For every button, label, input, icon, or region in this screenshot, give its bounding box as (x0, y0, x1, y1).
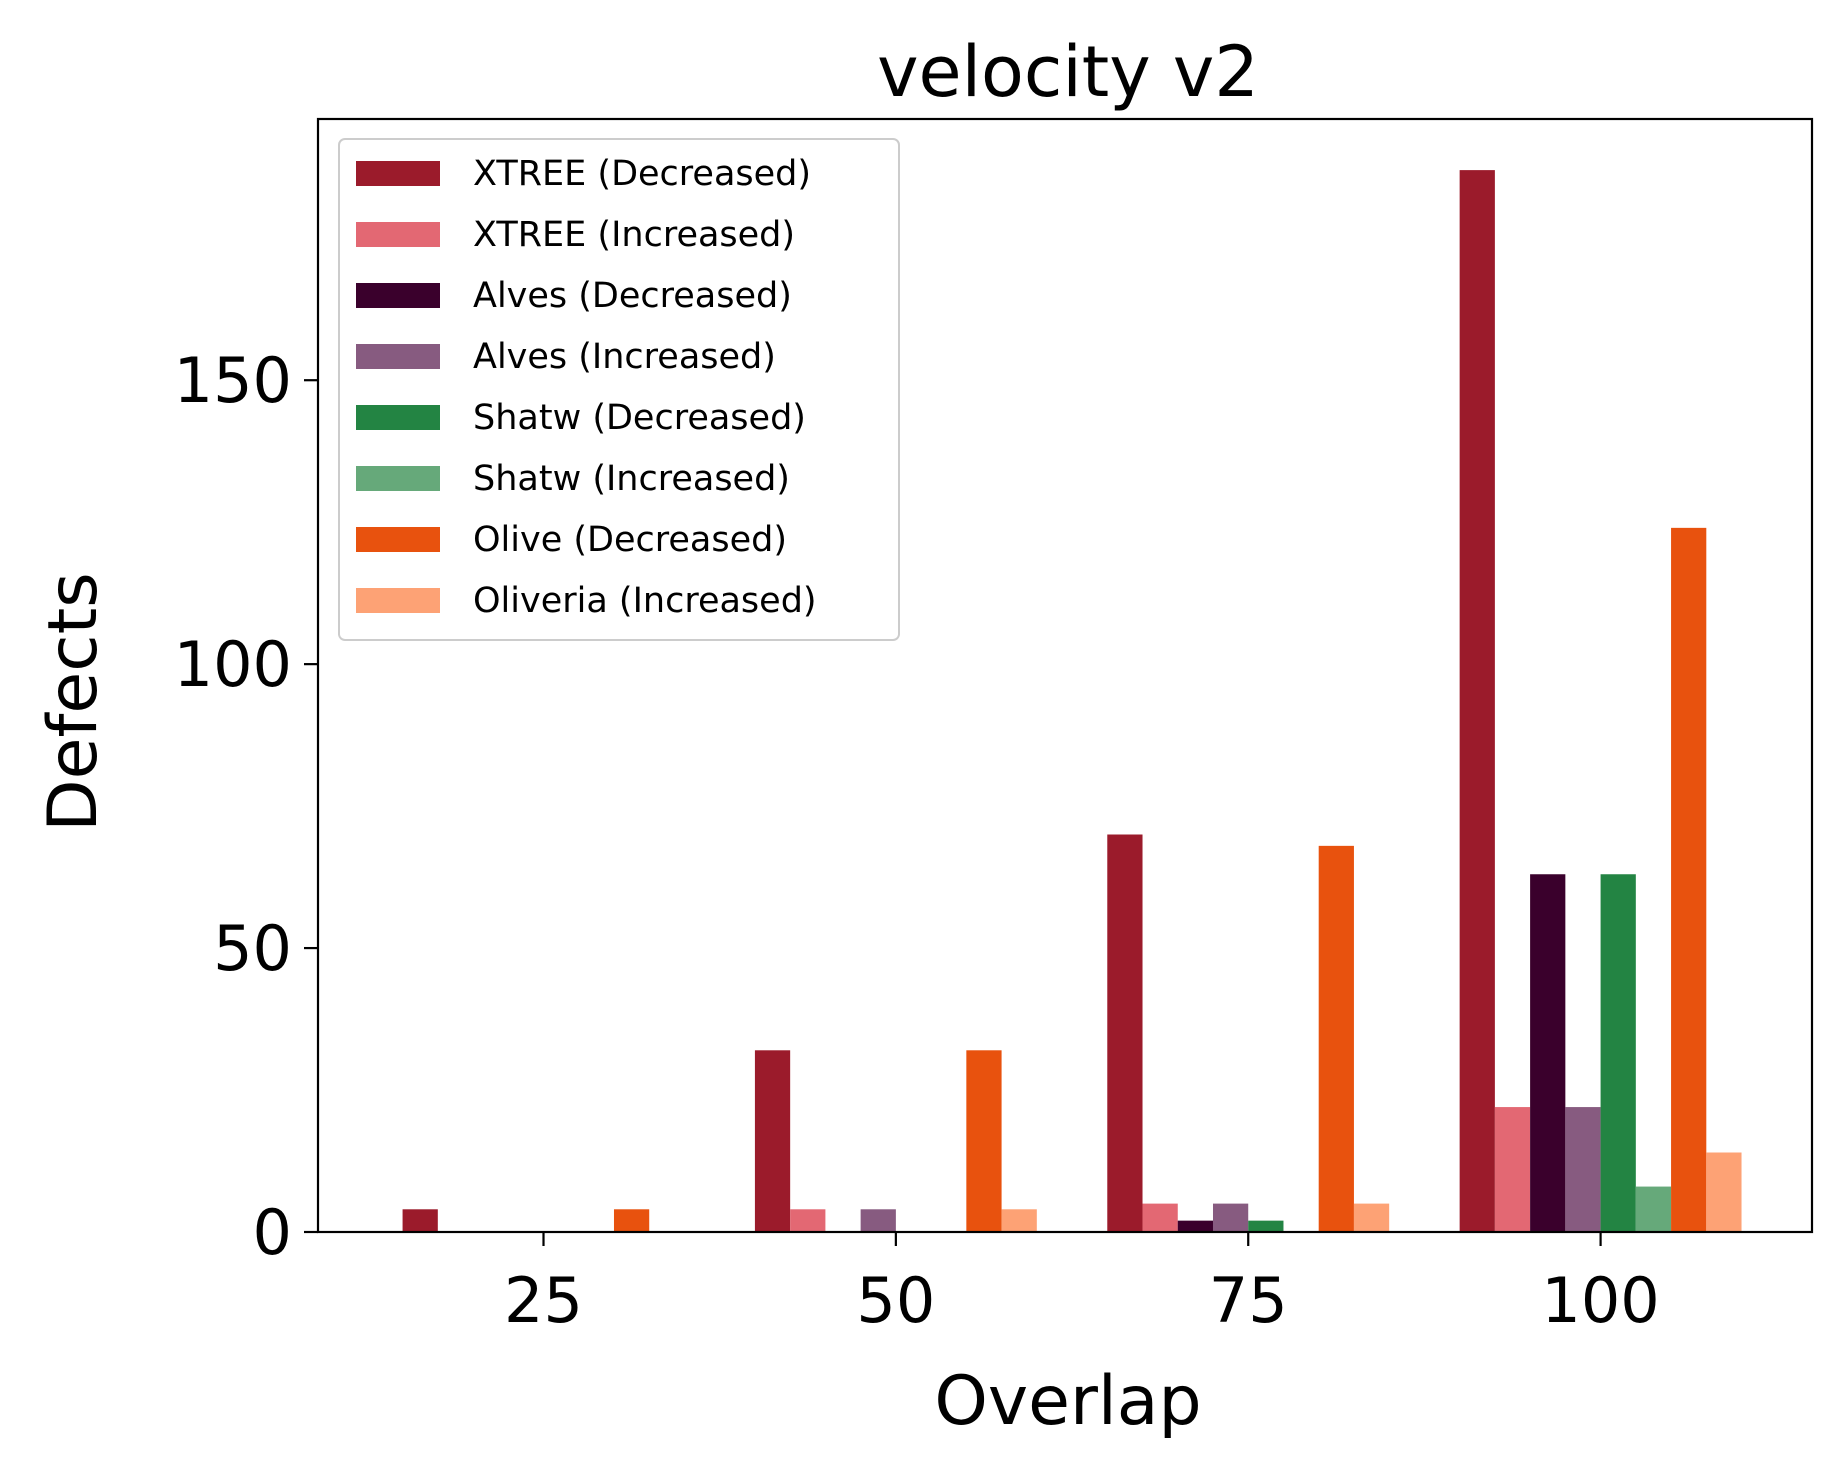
bar-oliveria-increased-100 (1706, 1152, 1742, 1232)
legend-swatch-oliveria-increased (356, 588, 440, 613)
x-tick-label-25: 25 (504, 1264, 583, 1337)
legend-swatch-olive-decreased (356, 527, 440, 552)
x-axis-label: Overlap (934, 1362, 1201, 1441)
bar-alves-increased-50 (860, 1209, 896, 1232)
legend: XTREE (Decreased) XTREE (Increased) Alves … (338, 138, 900, 641)
chart-title: velocity v2 (877, 31, 1259, 113)
legend-label-olive-decreased: Olive (Decreased) (473, 520, 787, 560)
bar-xtree-decreased-50 (754, 1050, 791, 1232)
y-tick-label-50: 50 (213, 912, 292, 985)
x-tick-label-100: 100 (1541, 1264, 1659, 1337)
bar-shatw-increased-100 (1635, 1186, 1672, 1232)
legend-box (338, 138, 900, 641)
legend-label-alves-increased: Alves (Increased) (473, 337, 776, 377)
bar-shatw-decreased-75 (1248, 1220, 1284, 1232)
bar-xtree-decreased-75 (1107, 834, 1143, 1232)
legend-label-alves-decreased: Alves (Decreased) (473, 276, 792, 316)
axes-group: 25 50 75 100 0 50 100 150 (174, 117, 1814, 1337)
bar-xtree-increased-50 (790, 1209, 826, 1232)
legend-label-oliveria-increased: Oliveria (Increased) (473, 581, 817, 621)
legend-swatch-alves-increased (356, 344, 440, 369)
legend-label-shatw-increased: Shatw (Increased) (473, 459, 790, 499)
bar-olive-decreased-75 (1318, 845, 1354, 1232)
legend-label-shatw-decreased: Shatw (Decreased) (473, 398, 806, 438)
bar-oliveria-increased-75 (1353, 1203, 1390, 1232)
bar-xtree-increased-100 (1494, 1107, 1531, 1232)
bar-olive-decreased-25 (613, 1209, 650, 1232)
y-tick-label-0: 0 (253, 1196, 292, 1269)
y-tick-label-100: 100 (174, 628, 292, 701)
legend-swatch-alves-decreased (356, 283, 440, 308)
bars-group (402, 170, 1742, 1233)
legend-swatch-xtree-decreased (356, 161, 440, 186)
y-tick-label-150: 150 (174, 344, 292, 417)
legend-swatch-shatw-decreased (356, 405, 440, 430)
y-axis-label: Defects (34, 572, 113, 831)
bar-xtree-decreased-25 (402, 1209, 438, 1232)
legend-label-xtree-increased: XTREE (Increased) (473, 215, 795, 255)
legend-label-xtree-decreased: XTREE (Decreased) (473, 154, 811, 194)
bar-xtree-decreased-100 (1459, 170, 1495, 1233)
bar-alves-increased-100 (1565, 1107, 1601, 1232)
plot-frame (316, 117, 1814, 1234)
bar-alves-increased-75 (1212, 1203, 1249, 1232)
x-tick-label-75: 75 (1209, 1264, 1288, 1337)
bar-olive-decreased-50 (966, 1050, 1002, 1232)
bar-shatw-decreased-100 (1600, 874, 1636, 1232)
x-tick-label-50: 50 (856, 1264, 935, 1337)
bar-oliveria-increased-50 (1001, 1209, 1037, 1232)
bar-alves-decreased-75 (1177, 1220, 1213, 1232)
bar-olive-decreased-100 (1671, 527, 1707, 1232)
bar-alves-decreased-100 (1530, 874, 1566, 1232)
legend-swatch-shatw-increased (356, 466, 440, 491)
bar-xtree-increased-75 (1142, 1203, 1178, 1232)
legend-swatch-xtree-increased (356, 222, 440, 247)
